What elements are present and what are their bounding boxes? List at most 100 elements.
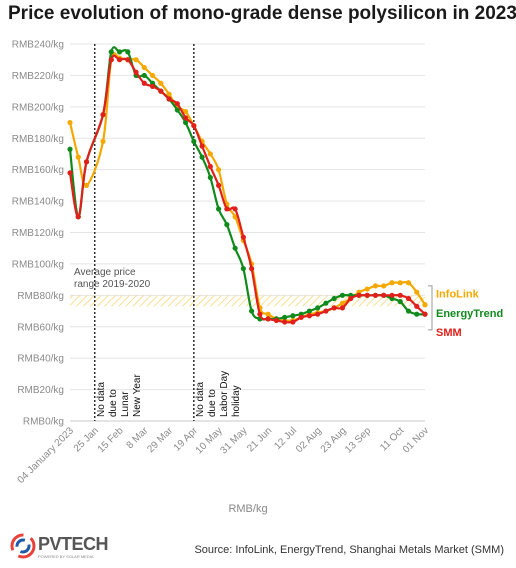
series-point-infolink [414,289,420,295]
series-point-smm [397,292,403,298]
series-point-infolink [405,280,412,286]
y-tick-label: RMB60/kg [17,322,64,333]
pvtech-logo-icon [10,533,36,559]
series-point-infolink [149,72,156,79]
y-tick-label: RMB80/kg [17,291,64,302]
series-point-energytrend [125,49,131,55]
series-point-smm [100,112,106,118]
x-tick-label: 02 Aug [294,425,324,455]
series-point-smm [75,214,81,220]
y-axis: RMB0/kg RMB20/kg RMB40/kg RMB60/kg RMB80/kg R… [12,40,64,428]
series-point-energytrend [323,300,329,306]
series-point-infolink [381,283,387,289]
series-point-energytrend [315,305,321,311]
y-tick-label: RMB180/kg [12,134,64,145]
y-tick-label: RMB40/kg [17,354,64,365]
series-point-smm [125,57,131,63]
no-data-note: New Year [132,374,143,417]
series-point-smm [141,80,147,86]
x-tick-label: 04 January 2023 [16,425,77,486]
pvtech-logo-text: PVTECH [38,533,109,554]
series-layer [67,46,428,325]
x-tick-label: 23 Aug [319,425,349,455]
legend-entry-energytrend: EnergyTrend [436,308,503,320]
series-point-energytrend [249,308,255,314]
series-point-smm [372,292,379,298]
series-point-infolink [133,57,139,63]
series-point-smm [224,206,230,212]
y-tick-label: RMB20/kg [17,385,64,396]
series-point-smm [364,292,370,298]
series-point-smm [108,57,114,63]
series-point-smm [290,319,296,325]
series-point-smm [331,305,337,311]
band-rect [70,295,425,307]
series-point-energytrend [199,154,205,160]
y-tick-label: RMB140/kg [12,197,64,208]
x-tick-label: 10 May [194,425,225,456]
legend-entry-smm: SMM [436,327,462,339]
series-point-infolink [141,64,147,71]
no-data-note: Lunar [120,391,131,417]
series-point-infolink [158,80,164,86]
band-label: range 2019-2020 [74,279,151,290]
series-point-energytrend [331,295,337,302]
series-point-infolink [372,283,379,289]
x-tick-label: 29 Mar [145,425,175,455]
x-tick-label: 15 Feb [96,425,126,455]
series-point-infolink [75,154,81,160]
series-point-smm [240,234,246,240]
source-note: Source: InfoLink, EnergyTrend, Shanghai … [194,544,504,556]
no-data-note: No data [195,382,206,417]
series-point-energytrend [414,311,420,317]
series-point-infolink [207,151,213,157]
series-point-smm [422,311,428,317]
series-point-energytrend [108,49,114,55]
series-point-smm [207,163,213,170]
series-point-smm [232,206,238,212]
no-data-note: holiday [231,385,242,417]
series-point-smm [133,69,139,75]
series-point-smm [191,123,197,129]
series-point-energytrend [67,146,73,152]
chart-title: Price evolution of mono-grade dense poly… [8,3,516,24]
legend: InfoLink EnergyTrend SMM [428,285,503,339]
series-point-smm [249,266,255,272]
legend-bracket [428,285,433,331]
series-point-energytrend [174,107,180,113]
series-point-infolink [265,311,271,317]
series-point-smm [149,83,156,90]
series-point-energytrend [191,138,197,144]
series-point-smm [348,295,354,302]
series-point-smm [389,292,395,298]
series-point-energytrend [182,119,189,126]
series-point-smm [216,182,222,188]
series-point-infolink [422,302,428,308]
y-tick-label: RMB220/kg [12,71,64,82]
series-point-energytrend [306,308,313,314]
series-point-energytrend [116,49,123,55]
series-point-energytrend [224,222,230,228]
series-point-energytrend [232,245,238,251]
series-point-infolink [232,214,238,220]
no-data-note: Labor Day [219,371,230,417]
y-tick-label: RMB200/kg [12,102,64,113]
x-axis-label: RMB/kg [228,503,267,515]
series-point-smm [257,311,263,317]
series-point-smm [339,305,346,311]
series-point-energytrend [397,299,403,305]
series-point-smm [315,311,321,317]
series-point-smm [306,313,313,319]
pvtech-logo-subtext: POWERED BY SOLAR MEDIA [38,553,94,559]
series-point-energytrend [141,72,147,79]
y-tick-label: RMB0/kg [23,417,64,428]
series-point-energytrend [405,308,412,314]
series-point-infolink [216,167,222,173]
series-point-smm [83,159,90,165]
series-point-smm [414,303,420,309]
x-tick-label: 13 Sep [343,425,373,455]
series-point-smm [199,143,205,149]
